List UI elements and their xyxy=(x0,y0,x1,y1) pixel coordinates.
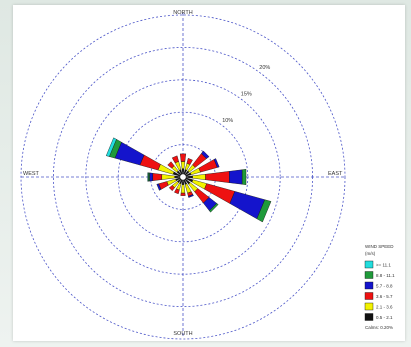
legend-label: 8.8 - 11.1 xyxy=(376,273,395,278)
direction-east: EAST xyxy=(328,171,343,177)
petal-segment-n xyxy=(179,153,187,162)
legend-swatch xyxy=(364,271,374,279)
legend-swatch xyxy=(364,302,374,311)
legend-items: >= 11.1 8.8 - 11.1 5.7 - 8.8 3.6 - 5.7 2.1 -… xyxy=(364,260,395,321)
legend-label: 3.6 - 5.7 xyxy=(376,294,393,299)
ring-label: 15% xyxy=(241,91,252,97)
petal-segment-w xyxy=(152,173,162,181)
petal-segment-e xyxy=(241,169,247,185)
petal-segment-sw xyxy=(168,185,175,192)
direction-west: WEST xyxy=(23,171,40,177)
petal-segment-nw xyxy=(167,161,175,169)
petal-segment-s xyxy=(180,184,186,194)
petal-segment-w xyxy=(147,172,149,182)
legend-unit: (m/s) xyxy=(365,251,376,256)
legend-swatch xyxy=(364,260,374,269)
petal-segment-ese xyxy=(256,199,272,223)
petal-segment-nnw xyxy=(171,155,179,164)
legend-label: >= 11.1 xyxy=(376,263,391,268)
direction-north: NORTH xyxy=(173,10,192,16)
petal-segment-s xyxy=(180,192,186,196)
petal-segment-ene xyxy=(213,158,220,168)
chart-panel: NORTH SOUTH WEST EAST 10% 15% 20% WIND SPE… xyxy=(13,5,405,341)
petal-segment-ssw xyxy=(174,188,180,195)
legend-swatch xyxy=(364,281,374,290)
petal-segment-se xyxy=(209,203,219,213)
direction-south: SOUTH xyxy=(173,331,192,337)
petal-segment-nne xyxy=(186,157,193,165)
petal-segment-wnw xyxy=(105,137,117,157)
legend-calms: Calms: 0.20% xyxy=(365,325,393,330)
wind-rose-chart: NORTH SOUTH WEST EAST 10% 15% 20% WIND SPE… xyxy=(20,10,395,340)
legend-label: 5.7 - 8.8 xyxy=(376,284,393,289)
ring-label: 10% xyxy=(222,118,233,124)
ring-label: 20% xyxy=(259,65,270,71)
petal-segment-ne xyxy=(201,150,210,159)
petal-segment-w xyxy=(149,172,153,182)
legend-swatch xyxy=(364,292,374,300)
petal-segment-e xyxy=(229,169,243,185)
legend: WIND SPEED (m/s) >= 11.1 8.8 - 11.1 5.7 - … xyxy=(364,244,395,330)
petal-segment-e xyxy=(192,174,206,180)
petal-segment-sse xyxy=(188,194,194,198)
petal-group xyxy=(105,137,272,223)
calm-center xyxy=(179,173,187,181)
petal-segment-n xyxy=(180,161,186,169)
petal-segment-e xyxy=(205,171,230,183)
legend-swatch xyxy=(364,313,374,321)
ring-labels: 10% 15% 20% xyxy=(222,65,270,124)
legend-title: WIND SPEED xyxy=(365,244,394,249)
petal-segment-w xyxy=(161,174,175,180)
legend-label: 0.5 - 2.1 xyxy=(376,315,393,320)
legend-label: 2.1 - 3.6 xyxy=(376,305,393,310)
petal-segment-wsw xyxy=(156,183,162,191)
